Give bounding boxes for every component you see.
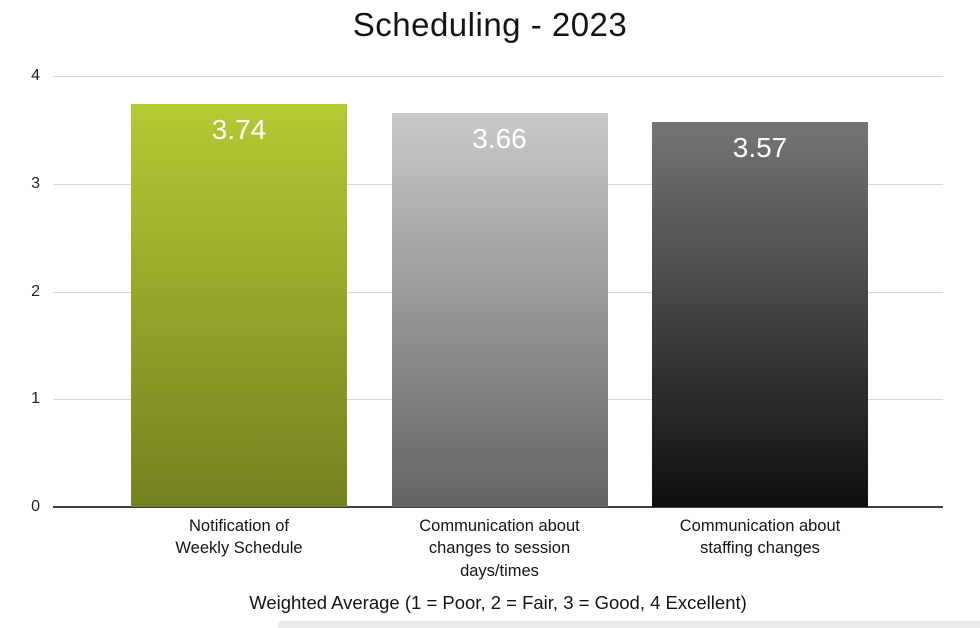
y-axis-tick-label: 2 — [31, 282, 40, 300]
chart-title: Scheduling - 2023 — [352, 6, 628, 43]
bar: 3.74 — [131, 104, 347, 507]
bottom-strip — [278, 621, 980, 628]
gridline — [53, 76, 943, 77]
category-label: Communication about staffing changes — [679, 517, 841, 558]
bar-value-label: 3.74 — [211, 114, 267, 146]
bar-value-label: 3.57 — [732, 132, 788, 164]
y-axis-tick-label: 0 — [31, 498, 40, 515]
category-label: Communication about changes to session d… — [419, 517, 580, 580]
x-axis-line — [53, 506, 943, 508]
x-axis-title: Weighted Average (1 = Poor, 2 = Fair, 3 … — [249, 592, 747, 613]
y-axis-tick-label: 3 — [31, 174, 40, 192]
y-axis-tick-label: 4 — [31, 67, 40, 84]
bar: 3.66 — [391, 112, 608, 507]
y-axis-tick-label: 1 — [31, 390, 40, 408]
category-label: Notification of Weekly Schedule — [175, 517, 303, 558]
bar-value-label: 3.66 — [472, 122, 527, 154]
bar: 3.57 — [652, 122, 868, 507]
